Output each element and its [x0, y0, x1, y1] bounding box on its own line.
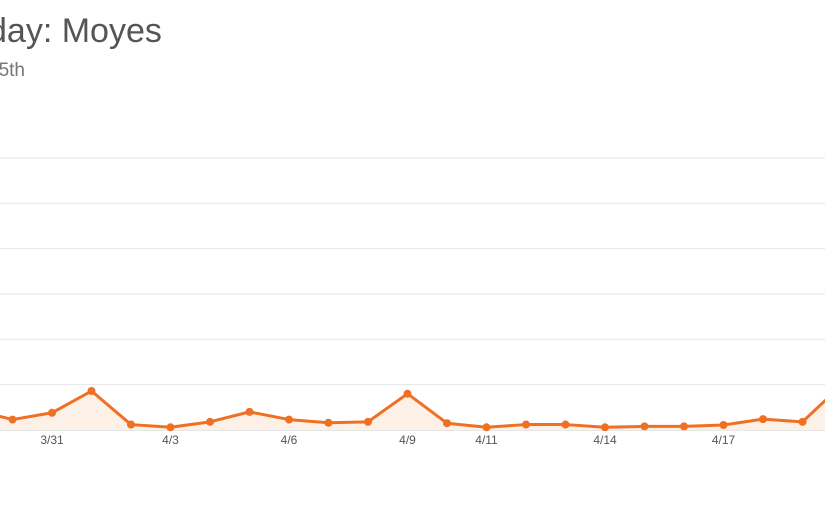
- data-point: [759, 415, 767, 424]
- data-point: [680, 422, 688, 431]
- data-point: [443, 419, 451, 428]
- x-tick-label: 4/9: [399, 433, 416, 447]
- data-point: [285, 415, 293, 424]
- data-point: [640, 422, 649, 431]
- x-tick-label: 4/14: [593, 433, 617, 447]
- x-tick-label: 4/11: [475, 433, 498, 447]
- series-area: [0, 391, 825, 430]
- data-point: [245, 407, 254, 416]
- data-point: [482, 423, 491, 432]
- data-point: [166, 423, 175, 432]
- data-point: [601, 423, 609, 432]
- x-tick-label: 4/6: [281, 433, 298, 447]
- data-point: [206, 417, 214, 426]
- chart-subtitle: 25th: [0, 60, 25, 81]
- x-tick-label: 4/17: [712, 433, 736, 447]
- data-point: [48, 408, 56, 417]
- data-point: [127, 420, 135, 429]
- x-tick-label: 3/31: [40, 433, 64, 447]
- data-point: [8, 415, 17, 424]
- x-tick-label: 4/3: [162, 433, 179, 447]
- data-point: [324, 418, 333, 427]
- data-point: [798, 417, 807, 426]
- data-point: [522, 420, 530, 429]
- chart-title: day: Moyes: [0, 12, 162, 50]
- data-point: [719, 421, 728, 430]
- data-point: [561, 420, 570, 429]
- data-point: [364, 417, 372, 426]
- data-point: [403, 389, 412, 398]
- data-point: [87, 387, 96, 396]
